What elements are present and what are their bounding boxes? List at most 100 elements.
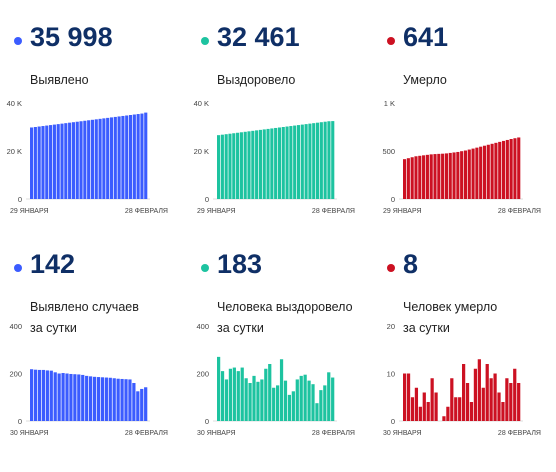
x-end-label: 28 ФЕВРАЛЯ xyxy=(125,208,168,215)
bar xyxy=(124,379,128,421)
bar xyxy=(232,133,236,199)
bar xyxy=(239,132,243,199)
bar xyxy=(98,118,102,199)
bar xyxy=(406,158,410,199)
bar xyxy=(125,115,129,199)
bar xyxy=(136,114,140,199)
bar xyxy=(33,369,38,421)
bar xyxy=(256,381,260,421)
bar xyxy=(102,118,106,199)
bar xyxy=(30,127,34,199)
bar xyxy=(77,374,81,421)
bar xyxy=(517,137,521,199)
bar xyxy=(116,378,120,421)
stat-label-line: Выздоровело xyxy=(217,73,296,87)
bar xyxy=(304,124,308,199)
y-tick-label: 10 xyxy=(387,370,395,379)
bar xyxy=(291,391,295,421)
mini-bar-chart: 40 K 20 K 0 29 ЯНВАРЯ 28 ФЕВРАЛЯ xyxy=(7,99,168,215)
bar xyxy=(323,385,327,421)
bar xyxy=(422,392,426,421)
bar xyxy=(418,406,422,421)
bar xyxy=(79,121,83,199)
stat-label-line: за сутки xyxy=(403,321,450,335)
bar xyxy=(410,157,414,199)
y-tick-label: 200 xyxy=(196,370,209,379)
bar xyxy=(426,402,430,421)
stat-label: Выздоровело xyxy=(217,70,295,91)
bar xyxy=(30,369,34,421)
bar xyxy=(406,373,411,421)
bar xyxy=(49,125,53,199)
stat-label-line: Человек умерло xyxy=(403,300,498,314)
bar xyxy=(444,153,448,199)
bar xyxy=(299,375,303,421)
bar xyxy=(494,142,498,199)
x-start-label: 30 ЯНВАРЯ xyxy=(197,430,236,437)
bar xyxy=(296,125,301,199)
bar xyxy=(33,127,37,199)
stat-panel: 32 461 Выздоровело 40 K 20 K 0 29 ЯНВАРЯ 28 ФЕ… xyxy=(194,20,365,245)
bar xyxy=(45,125,49,199)
stat-label: Человека выздоровело за сутки xyxy=(217,297,353,339)
bar xyxy=(403,159,407,199)
stat-panel: 183 Человека выздоровело за сутки 400 200 0 30… xyxy=(195,247,365,472)
y-tick-label: 40 K xyxy=(7,99,22,108)
bar xyxy=(486,144,490,199)
series-dot-icon xyxy=(201,264,209,272)
bar xyxy=(37,126,41,199)
stat-panel: 142 Выявлено случаев за сутки 400 200 0 30 ЯНВ… xyxy=(8,247,178,472)
x-end-label: 28 ФЕВРАЛЯ xyxy=(498,430,541,437)
series-dot-icon xyxy=(14,37,22,45)
y-tick-label: 0 xyxy=(18,417,22,426)
bar xyxy=(52,124,56,199)
mini-bar-chart: 400 200 0 30 ЯНВАРЯ 28 ФЕВРАЛЯ xyxy=(9,322,168,437)
bar xyxy=(456,151,460,199)
bar xyxy=(276,385,280,421)
bar xyxy=(248,383,252,421)
bar xyxy=(53,372,57,421)
bar xyxy=(410,397,415,421)
stat-value: 183 xyxy=(217,249,263,279)
bar xyxy=(68,122,72,199)
bar xyxy=(454,397,458,421)
bar xyxy=(509,383,513,421)
stat-label: Выявлено случаев за сутки xyxy=(30,297,139,339)
bar xyxy=(285,126,289,199)
bar xyxy=(414,387,419,421)
bar xyxy=(311,384,315,421)
bar xyxy=(493,373,497,421)
bar xyxy=(319,390,323,421)
bar xyxy=(220,134,224,199)
bar xyxy=(450,378,454,421)
bar xyxy=(475,147,479,199)
bar xyxy=(283,380,288,421)
bar xyxy=(224,134,228,199)
series-dot-icon xyxy=(387,264,395,272)
stat-value: 35 998 xyxy=(30,22,113,52)
bar xyxy=(71,122,75,199)
bar xyxy=(422,155,426,199)
bar xyxy=(61,373,65,421)
bar xyxy=(327,121,331,199)
bar xyxy=(418,155,422,199)
mini-bar-chart: 1 K 500 0 29 ЯНВАРЯ 28 ФЕВРАЛЯ xyxy=(382,99,541,215)
y-tick-label: 400 xyxy=(196,322,209,331)
stat-value: 641 xyxy=(403,22,449,52)
x-start-label: 29 ЯНВАРЯ xyxy=(10,208,49,215)
bar xyxy=(268,364,272,421)
bar xyxy=(140,388,144,421)
bar xyxy=(132,114,136,199)
bar xyxy=(513,138,517,199)
bar xyxy=(327,372,331,421)
bar xyxy=(258,129,262,199)
bar xyxy=(112,378,116,421)
bar xyxy=(446,406,450,421)
bar xyxy=(100,377,105,421)
y-tick-label: 20 K xyxy=(7,147,22,156)
bar xyxy=(217,356,221,421)
x-start-label: 30 ЯНВАРЯ xyxy=(383,430,422,437)
stat-label-line: Умерло xyxy=(403,73,447,87)
y-tick-label: 0 xyxy=(205,417,209,426)
bar xyxy=(144,112,148,199)
